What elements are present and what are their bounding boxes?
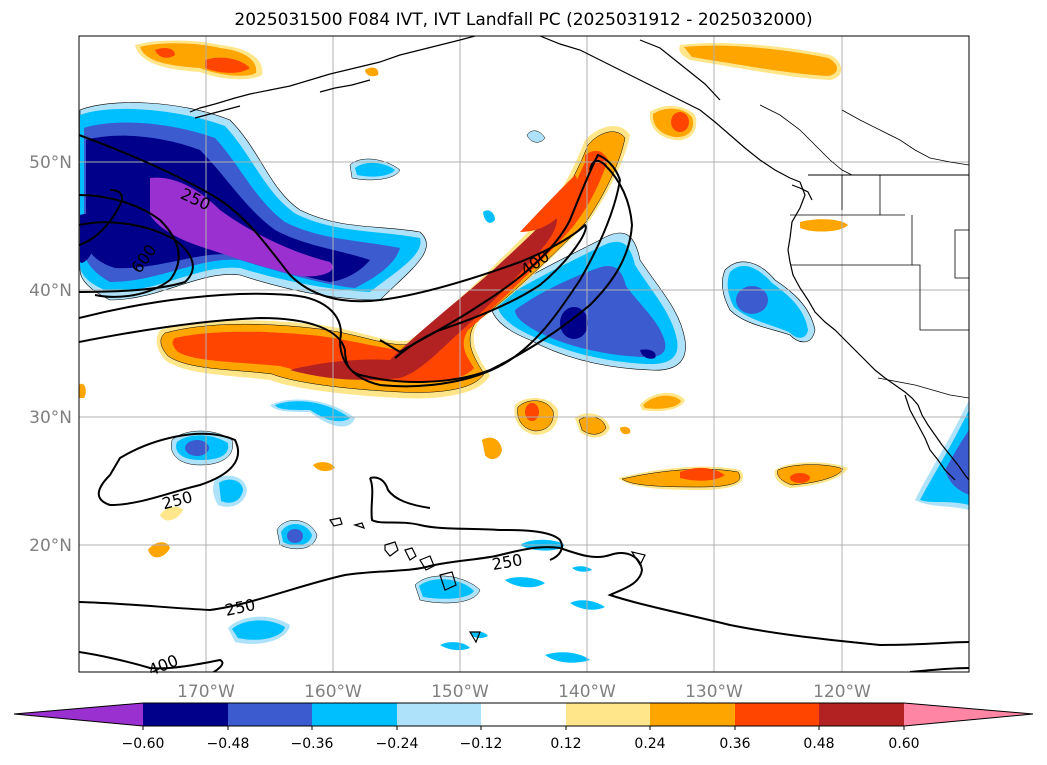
- colorbar-tick-label: −0.60: [122, 736, 165, 752]
- lon-label: 140°W: [558, 682, 616, 702]
- lon-label: 130°W: [685, 682, 743, 702]
- lat-label: 20°N: [29, 536, 72, 556]
- colorbar-segment: [397, 703, 481, 726]
- colorbar-tick-label: −0.12: [460, 736, 503, 752]
- contour-250-south-west: [97, 432, 240, 507]
- ivt-pc-shading: [79, 40, 969, 663]
- lon-label: 170°W: [177, 682, 235, 702]
- colorbar-segment: [650, 703, 735, 726]
- gridlines: [79, 36, 969, 672]
- contour-250-south: [79, 546, 969, 647]
- contour-250-west: [79, 134, 587, 359]
- colorbar-tick-label: 0.60: [888, 736, 919, 752]
- lat-label: 40°N: [29, 281, 72, 301]
- colorbar-segment: [312, 703, 397, 726]
- coastlines: [189, 36, 969, 644]
- colorbar-segment: [735, 703, 819, 726]
- lon-label: 160°W: [304, 682, 362, 702]
- contour-250-hawaii: [369, 477, 563, 561]
- colorbar-segment: [566, 703, 650, 726]
- colorbar-extend-left: [14, 703, 143, 726]
- lat-label: 30°N: [29, 408, 72, 428]
- colorbar-extend-right: [904, 703, 1033, 726]
- colorbar-tick-label: 0.12: [550, 736, 581, 752]
- latitude-labels: 50°N 40°N 30°N 20°N: [29, 153, 72, 556]
- lon-label: 150°W: [431, 682, 489, 702]
- ivt-contours: [79, 134, 969, 672]
- colorbar-segment: [143, 703, 228, 726]
- colorbar-tick-label: −0.24: [376, 736, 419, 752]
- contour-400-west: [79, 194, 180, 298]
- colorbar-tick-label: 0.24: [634, 736, 665, 752]
- colorbar-segment: [481, 703, 566, 726]
- lon-label: 120°W: [813, 682, 871, 702]
- colorbar-segment: [228, 703, 312, 726]
- longitude-labels: 170°W 160°W 150°W 140°W 130°W 120°W: [177, 682, 871, 702]
- colorbar-tick-label: −0.36: [291, 736, 334, 752]
- colorbar-tick-label: −0.48: [207, 736, 250, 752]
- colorbar-segment: [819, 703, 904, 726]
- contour-400-ar: [79, 159, 634, 383]
- map-title: 2025031500 F084 IVT, IVT Landfall PC (20…: [234, 10, 813, 30]
- colorbar-tick-label: 0.48: [803, 736, 834, 752]
- colorbar-tick-label: 0.36: [719, 736, 750, 752]
- map-frame: [78, 35, 970, 673]
- contour-400-south: [79, 651, 224, 672]
- lat-label: 50°N: [29, 153, 72, 173]
- colorbar: −0.60 −0.48 −0.36 −0.24 −0.12 0.12 0.24 …: [13, 702, 1034, 752]
- contour-600: [79, 189, 123, 246]
